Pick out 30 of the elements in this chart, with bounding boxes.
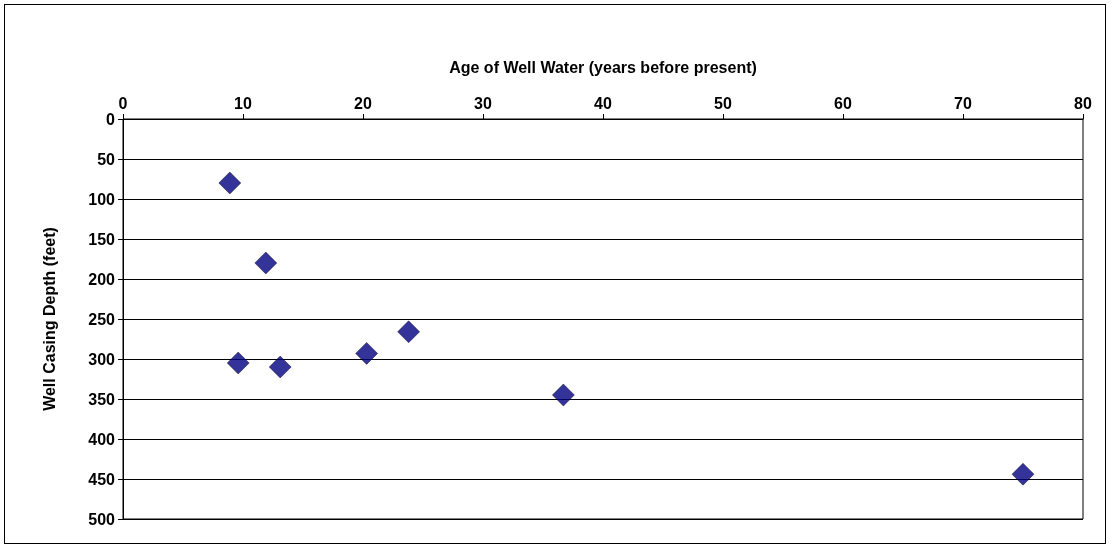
y-tick-label: 450 (88, 470, 116, 488)
x-tick-label: 30 (474, 94, 492, 112)
point (552, 383, 575, 407)
x-tick-label: 0 (118, 94, 128, 112)
y-tick-label: 150 (88, 230, 116, 248)
x-tick-label: 10 (234, 94, 252, 112)
y-tick-label: 50 (97, 150, 116, 168)
point (226, 351, 250, 375)
point (397, 320, 420, 344)
y-tick-label: 0 (106, 110, 116, 128)
y-tick-label: 100 (88, 190, 116, 208)
x-axis-title: Age of Well Water (years before present) (449, 58, 757, 76)
x-tick-label: 20 (354, 94, 372, 112)
point (355, 342, 378, 365)
y-axis-title: Well Casing Depth (feet) (40, 227, 58, 411)
x-tick-label: 60 (834, 94, 852, 112)
y-tick-label: 500 (88, 510, 116, 528)
x-tick-label: 70 (954, 94, 972, 112)
y-tick-label: 200 (88, 270, 116, 288)
x-tick-label: 40 (594, 94, 612, 112)
point (1011, 462, 1035, 486)
point (268, 355, 292, 379)
point (254, 251, 278, 275)
y-tick-label: 350 (88, 390, 116, 408)
point (218, 171, 242, 195)
y-tick-label: 400 (88, 430, 116, 448)
x-tick-label: 80 (1074, 94, 1092, 112)
y-tick-label: 250 (88, 310, 116, 328)
x-tick-label: 50 (714, 94, 732, 112)
y-tick-label: 300 (88, 350, 116, 368)
